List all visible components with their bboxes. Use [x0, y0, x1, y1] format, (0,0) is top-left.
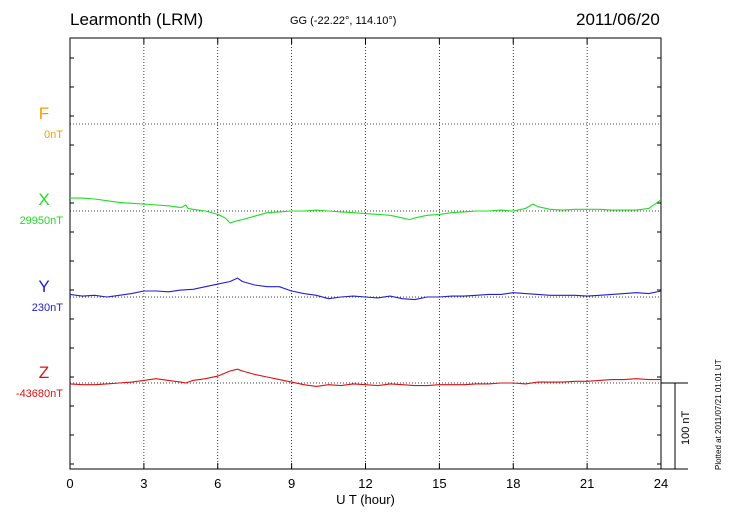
- scale-bar-label: 100 nT: [680, 410, 692, 445]
- series-baseline-f: 0nT: [44, 129, 63, 141]
- station-coordinates: GG (-22.22°, 114.10°): [290, 15, 397, 27]
- series-name-x: X: [38, 190, 49, 209]
- x-tick-label: 9: [288, 476, 295, 491]
- x-tick-label: 18: [506, 476, 520, 491]
- series-line-z: [69, 368, 661, 387]
- series-name-z: Z: [39, 363, 49, 382]
- series-line-x: [70, 197, 662, 224]
- series-baseline-z: -43680nT: [16, 388, 63, 400]
- plotted-timestamp: Plotted at 2011/07/21 01:01 UT: [714, 359, 723, 470]
- x-tick-label: 15: [432, 476, 446, 491]
- x-tick-label: 21: [580, 476, 594, 491]
- series-name-y: Y: [38, 277, 49, 296]
- x-tick-label: 6: [214, 476, 221, 491]
- x-tick-label: 0: [66, 476, 73, 491]
- series-baseline-y: 230nT: [32, 302, 63, 314]
- x-tick-label: 12: [358, 476, 372, 491]
- series-line-y: [69, 277, 662, 301]
- series-name-f: F: [39, 104, 49, 123]
- x-axis-label: U T (hour): [336, 492, 395, 507]
- series-baseline-x: 29950nT: [20, 215, 64, 227]
- chart-date: 2011/06/20: [576, 10, 660, 29]
- x-tick-label: 3: [140, 476, 147, 491]
- station-title: Learmonth (LRM): [70, 10, 204, 29]
- x-tick-label: 24: [654, 476, 668, 491]
